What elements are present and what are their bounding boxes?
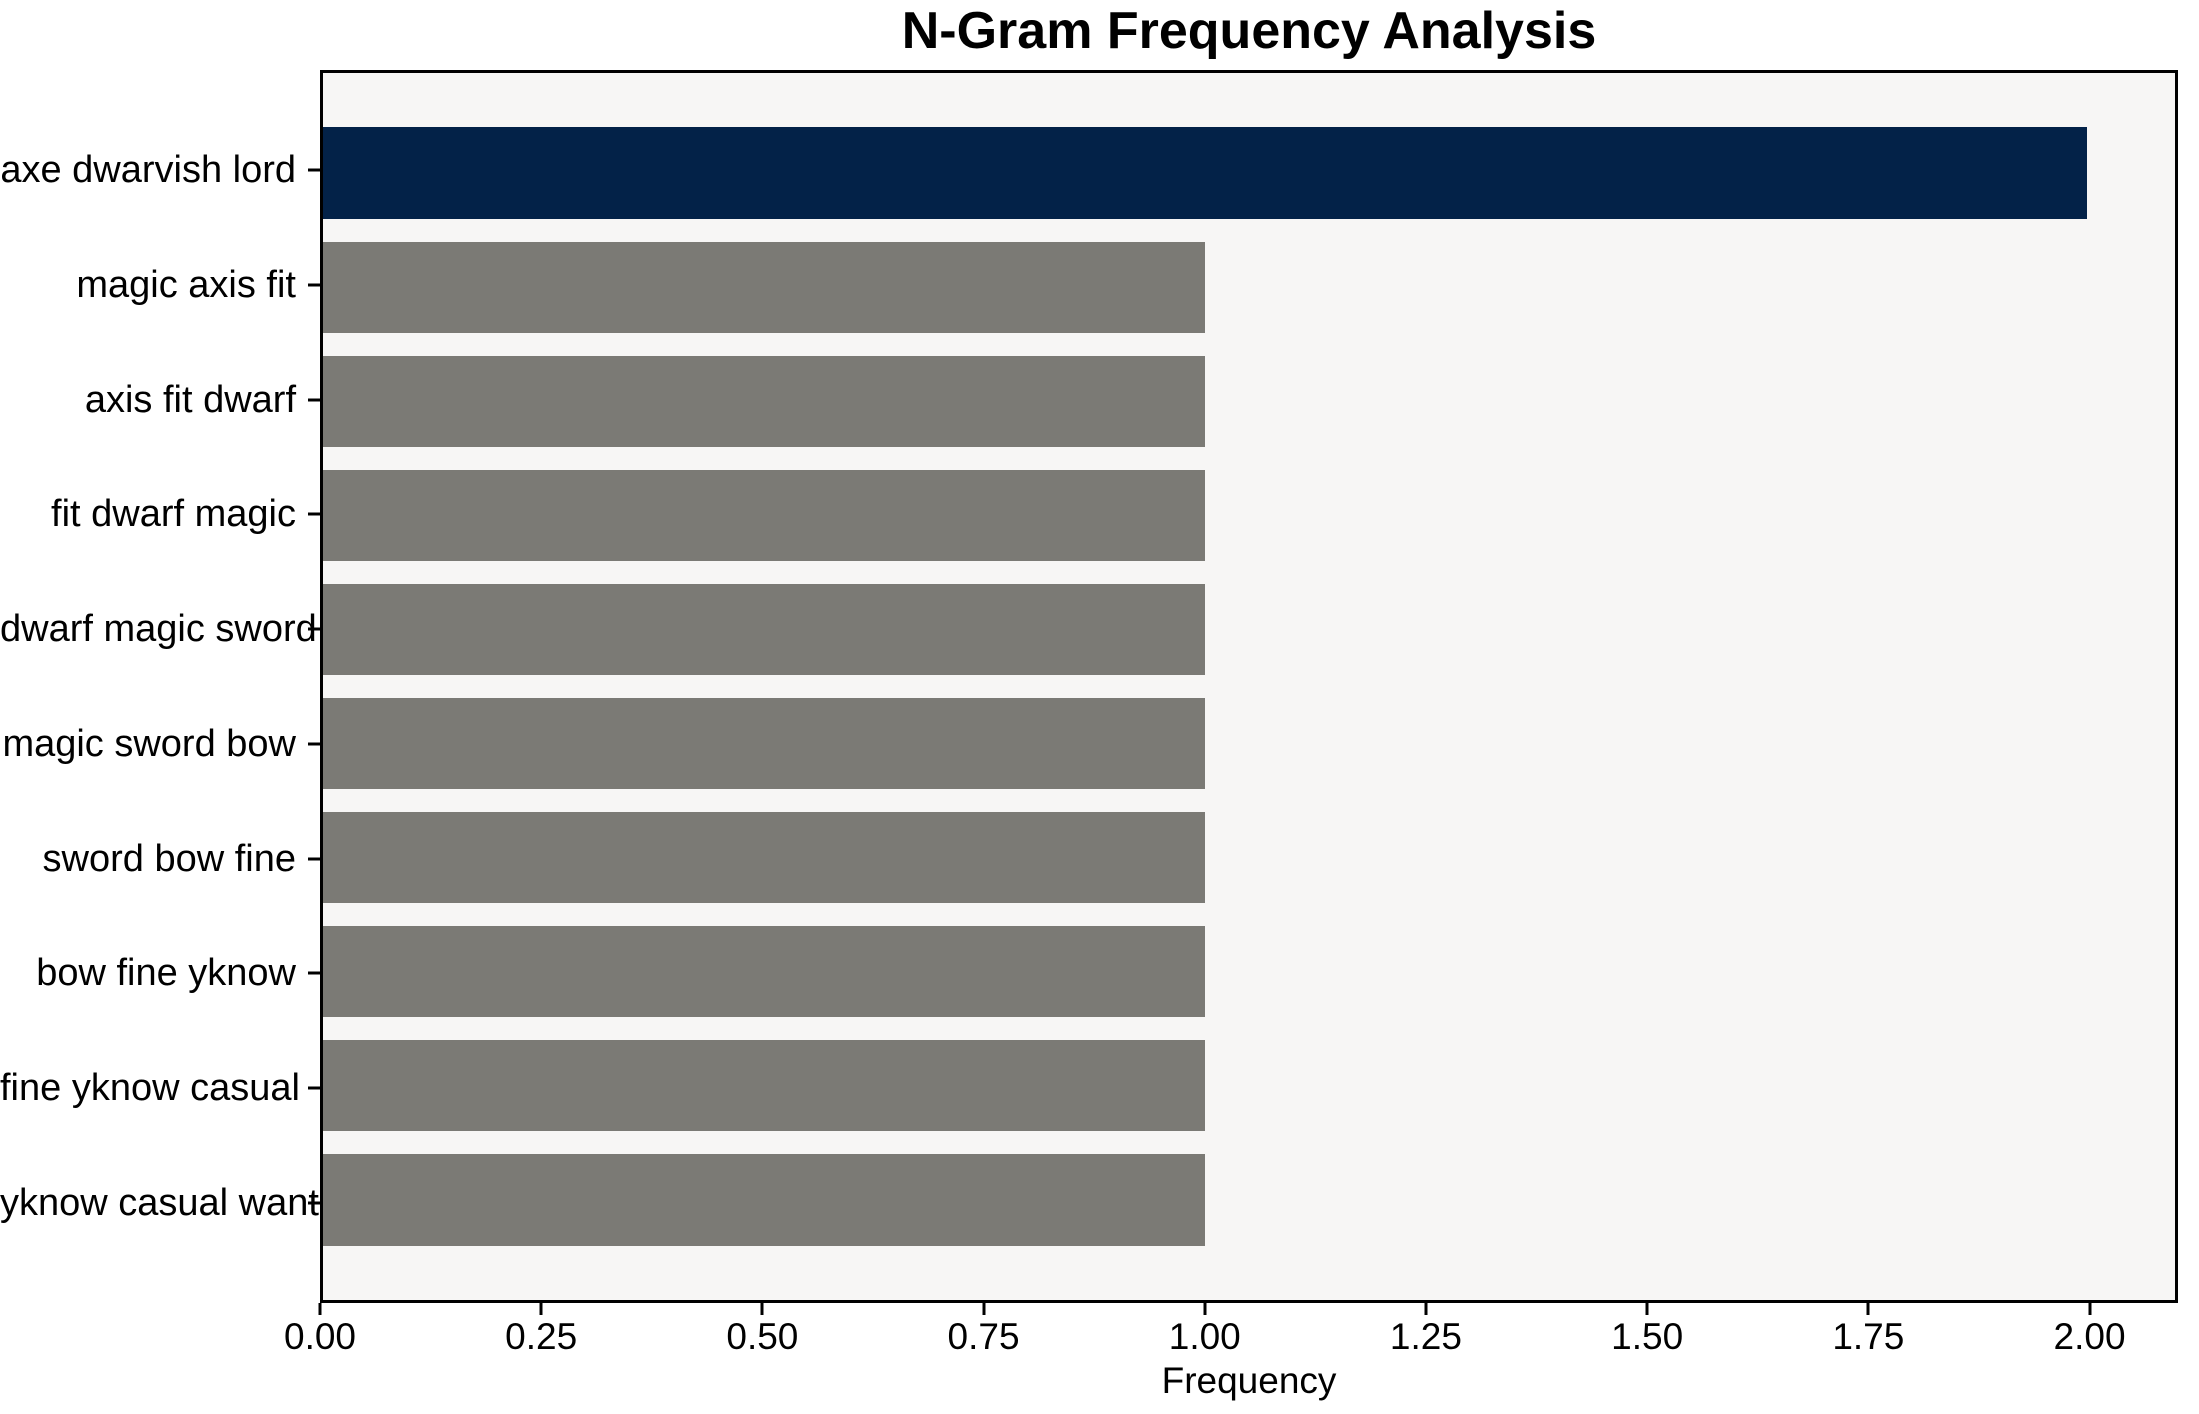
x-axis-tick xyxy=(1866,1303,1870,1315)
bar-row xyxy=(323,572,2175,686)
y-axis-tick xyxy=(308,283,320,287)
y-axis-tick xyxy=(308,971,320,975)
y-axis-label: fit dwarf magic xyxy=(51,493,296,536)
bar xyxy=(323,469,1205,561)
y-axis-label: magic sword bow xyxy=(2,722,296,765)
bar-row xyxy=(323,1029,2175,1143)
bar-row xyxy=(323,458,2175,572)
bar xyxy=(323,1154,1205,1246)
y-axis-label: dwarf magic sword xyxy=(0,608,317,651)
y-axis-tick xyxy=(308,512,320,516)
y-axis-tick xyxy=(308,1086,320,1090)
bars-container xyxy=(323,73,2175,1300)
y-axis-tick xyxy=(308,742,320,746)
bar xyxy=(323,697,1205,790)
bar-row xyxy=(323,801,2175,915)
x-axis-tick xyxy=(760,1303,764,1315)
x-axis-tick-label: 1.75 xyxy=(1832,1316,1905,1357)
bar-row xyxy=(323,116,2175,230)
bar-row xyxy=(323,230,2175,344)
x-axis-tick-label: 1.25 xyxy=(1389,1316,1462,1357)
x-axis-tick-label: 0.00 xyxy=(283,1316,357,1357)
x-axis-tick-label: 1.00 xyxy=(1168,1316,1241,1357)
y-axis-label: axis fit dwarf xyxy=(84,378,296,421)
y-axis-tick xyxy=(308,168,320,172)
x-axis-tick xyxy=(1424,1303,1428,1315)
bar xyxy=(323,241,1205,333)
bar xyxy=(323,127,2087,219)
x-axis-tick-label: 1.50 xyxy=(1611,1316,1684,1357)
y-axis-label: fine yknow casual xyxy=(0,1066,300,1109)
x-axis-title: Frequency xyxy=(1161,1360,1337,1401)
x-axis-tick xyxy=(539,1303,543,1315)
y-axis-label: axe dwarvish lord xyxy=(0,149,296,192)
chart-title: N-Gram Frequency Analysis xyxy=(901,2,1597,60)
x-axis-tick xyxy=(1203,1303,1207,1315)
bar-row xyxy=(323,1143,2175,1257)
plot-area xyxy=(320,70,2178,1303)
y-axis-label: bow fine yknow xyxy=(36,952,296,995)
x-axis-tick-label: 0.75 xyxy=(947,1316,1020,1357)
y-axis-label: magic axis fit xyxy=(76,264,296,307)
x-axis-tick xyxy=(982,1303,986,1315)
x-axis-tick-label: 2.00 xyxy=(2053,1316,2126,1357)
y-axis-label: sword bow fine xyxy=(42,837,296,880)
bar xyxy=(323,811,1205,904)
x-axis-tick xyxy=(2088,1303,2092,1315)
x-axis-tick-label: 0.50 xyxy=(726,1316,799,1357)
x-axis-tick-label: 0.25 xyxy=(505,1316,578,1357)
bar-row xyxy=(323,344,2175,458)
bar xyxy=(323,926,1205,1018)
y-axis-tick xyxy=(308,1201,320,1205)
x-axis-tick xyxy=(318,1303,322,1315)
bar xyxy=(323,355,1205,447)
bar-row xyxy=(323,686,2175,800)
bar xyxy=(323,583,1205,676)
y-axis-tick xyxy=(308,398,320,402)
y-axis-tick xyxy=(308,627,320,631)
y-axis-label: yknow casual want xyxy=(0,1181,319,1224)
bar xyxy=(323,1040,1205,1132)
y-axis-tick xyxy=(308,857,320,861)
bar-row xyxy=(323,915,2175,1029)
x-axis-tick xyxy=(1645,1303,1649,1315)
